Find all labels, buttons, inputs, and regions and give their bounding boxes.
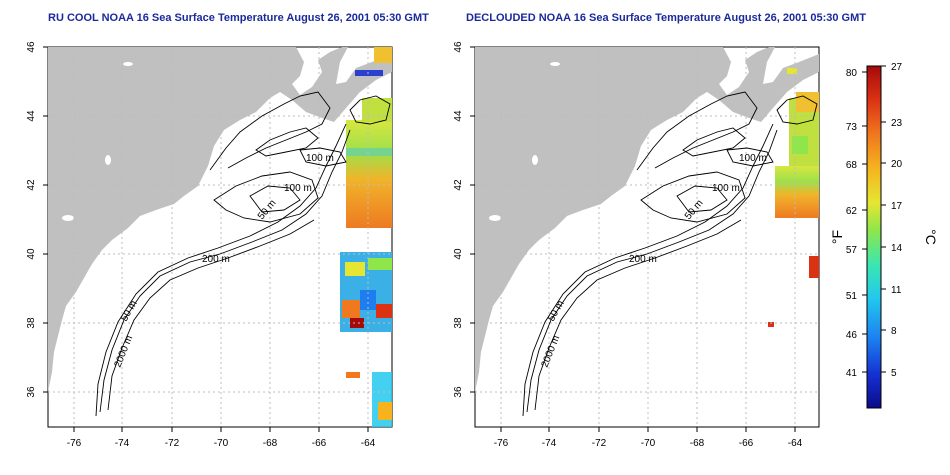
right-x-tick-label: -76 xyxy=(494,438,509,449)
celsius-tick-label: 20 xyxy=(891,159,903,170)
celsius-tick-label: 23 xyxy=(891,118,903,129)
left-x-tick-label: -72 xyxy=(165,438,180,449)
left-y-tick-label: 36 xyxy=(26,386,37,398)
right-x-tick-label: -66 xyxy=(739,438,754,449)
right-land-mass xyxy=(475,47,819,392)
left-y-tick-label: 44 xyxy=(26,110,37,122)
right-bathymetry-contours xyxy=(522,91,818,417)
left-y-tick-labels: 36 38 40 42 44 46 xyxy=(26,41,37,398)
right-x-tick-label: -72 xyxy=(592,438,607,449)
fahrenheit-tick-label: 80 xyxy=(846,68,858,79)
right-contour-label-100m: 100 m xyxy=(712,183,740,194)
right-panel-title: DECLOUDED NOAA 16 Sea Surface Temperatur… xyxy=(466,12,866,24)
right-axis-ticks xyxy=(470,46,796,432)
left-contour-label-200m: 200 m xyxy=(202,254,230,265)
left-y-tick-label: 40 xyxy=(26,248,37,260)
fahrenheit-tick-labels: 80 73 68 62 57 51 46 41 xyxy=(846,68,858,379)
fahrenheit-tick-label: 51 xyxy=(846,291,858,302)
right-y-tick-labels: 36 38 40 42 44 46 xyxy=(453,41,464,398)
left-sst-patch-north xyxy=(346,120,392,228)
celsius-tick-label: 14 xyxy=(891,243,903,254)
left-x-tick-label: -66 xyxy=(312,438,327,449)
right-x-tick-label: -68 xyxy=(690,438,705,449)
fahrenheit-tick-label: 73 xyxy=(846,122,858,133)
right-y-tick-label: 42 xyxy=(453,179,464,191)
celsius-tick-label: 27 xyxy=(891,62,903,73)
celsius-tick-label: 17 xyxy=(891,201,903,212)
left-grid xyxy=(48,47,392,427)
right-x-tick-labels: -76 -74 -72 -70 -68 -66 -64 xyxy=(494,438,803,449)
left-land-mass xyxy=(48,47,392,392)
right-y-tick-label: 44 xyxy=(453,110,464,122)
fahrenheit-tick-label: 68 xyxy=(846,160,858,171)
left-panel-title: RU COOL NOAA 16 Sea Surface Temperature … xyxy=(48,12,429,24)
left-axis-ticks xyxy=(43,46,369,432)
left-x-tick-label: -70 xyxy=(214,438,229,449)
right-y-tick-label: 46 xyxy=(453,41,464,53)
left-x-tick-label: -74 xyxy=(115,438,130,449)
left-y-tick-label: 42 xyxy=(26,179,37,191)
temperature-colorbar: 80 73 68 62 57 51 46 41 27 23 20 17 14 1… xyxy=(829,62,939,409)
left-bathymetry-contours xyxy=(95,91,391,417)
right-y-tick-label: 40 xyxy=(453,248,464,260)
left-map-panel: 100 m 100 m 50 m 200 m 50 m 2000 m -76 -… xyxy=(26,41,393,449)
right-x-tick-label: -74 xyxy=(542,438,557,449)
celsius-tick-label: 8 xyxy=(891,326,897,337)
left-x-tick-label: -64 xyxy=(361,438,376,449)
right-sst-patch xyxy=(775,166,819,218)
right-contour-label-100m-north: 100 m xyxy=(739,153,767,164)
left-x-tick-label: -76 xyxy=(67,438,82,449)
celsius-tick-label: 5 xyxy=(891,368,897,379)
left-x-tick-labels: -76 -74 -72 -70 -68 -66 -64 xyxy=(67,438,376,449)
right-x-tick-label: -70 xyxy=(641,438,656,449)
right-contour-label-200m: 200 m xyxy=(629,254,657,265)
left-x-tick-label: -68 xyxy=(263,438,278,449)
fahrenheit-tick-label: 57 xyxy=(846,245,858,256)
colorbar-gradient xyxy=(866,65,882,409)
right-y-tick-label: 36 xyxy=(453,386,464,398)
left-contour-label-100m-north: 100 m xyxy=(306,153,334,164)
fahrenheit-tick-label: 62 xyxy=(846,206,858,217)
right-x-tick-label: -64 xyxy=(788,438,803,449)
celsius-unit-label: °C xyxy=(923,229,939,245)
left-contour-label-100m: 100 m xyxy=(284,183,312,194)
fahrenheit-tick-label: 46 xyxy=(846,330,858,341)
left-y-tick-label: 38 xyxy=(26,317,37,329)
fahrenheit-tick-label: 41 xyxy=(846,368,858,379)
fahrenheit-unit-label: °F xyxy=(829,230,845,244)
celsius-tick-labels: 27 23 20 17 14 11 8 5 xyxy=(891,62,903,379)
right-map-panel: 100 m 100 m 50 m 200 m 50 m 2000 m -76 -… xyxy=(453,41,820,449)
right-y-tick-label: 38 xyxy=(453,317,464,329)
right-grid xyxy=(475,47,819,427)
celsius-tick-label: 11 xyxy=(891,285,902,296)
left-y-tick-label: 46 xyxy=(26,41,37,53)
